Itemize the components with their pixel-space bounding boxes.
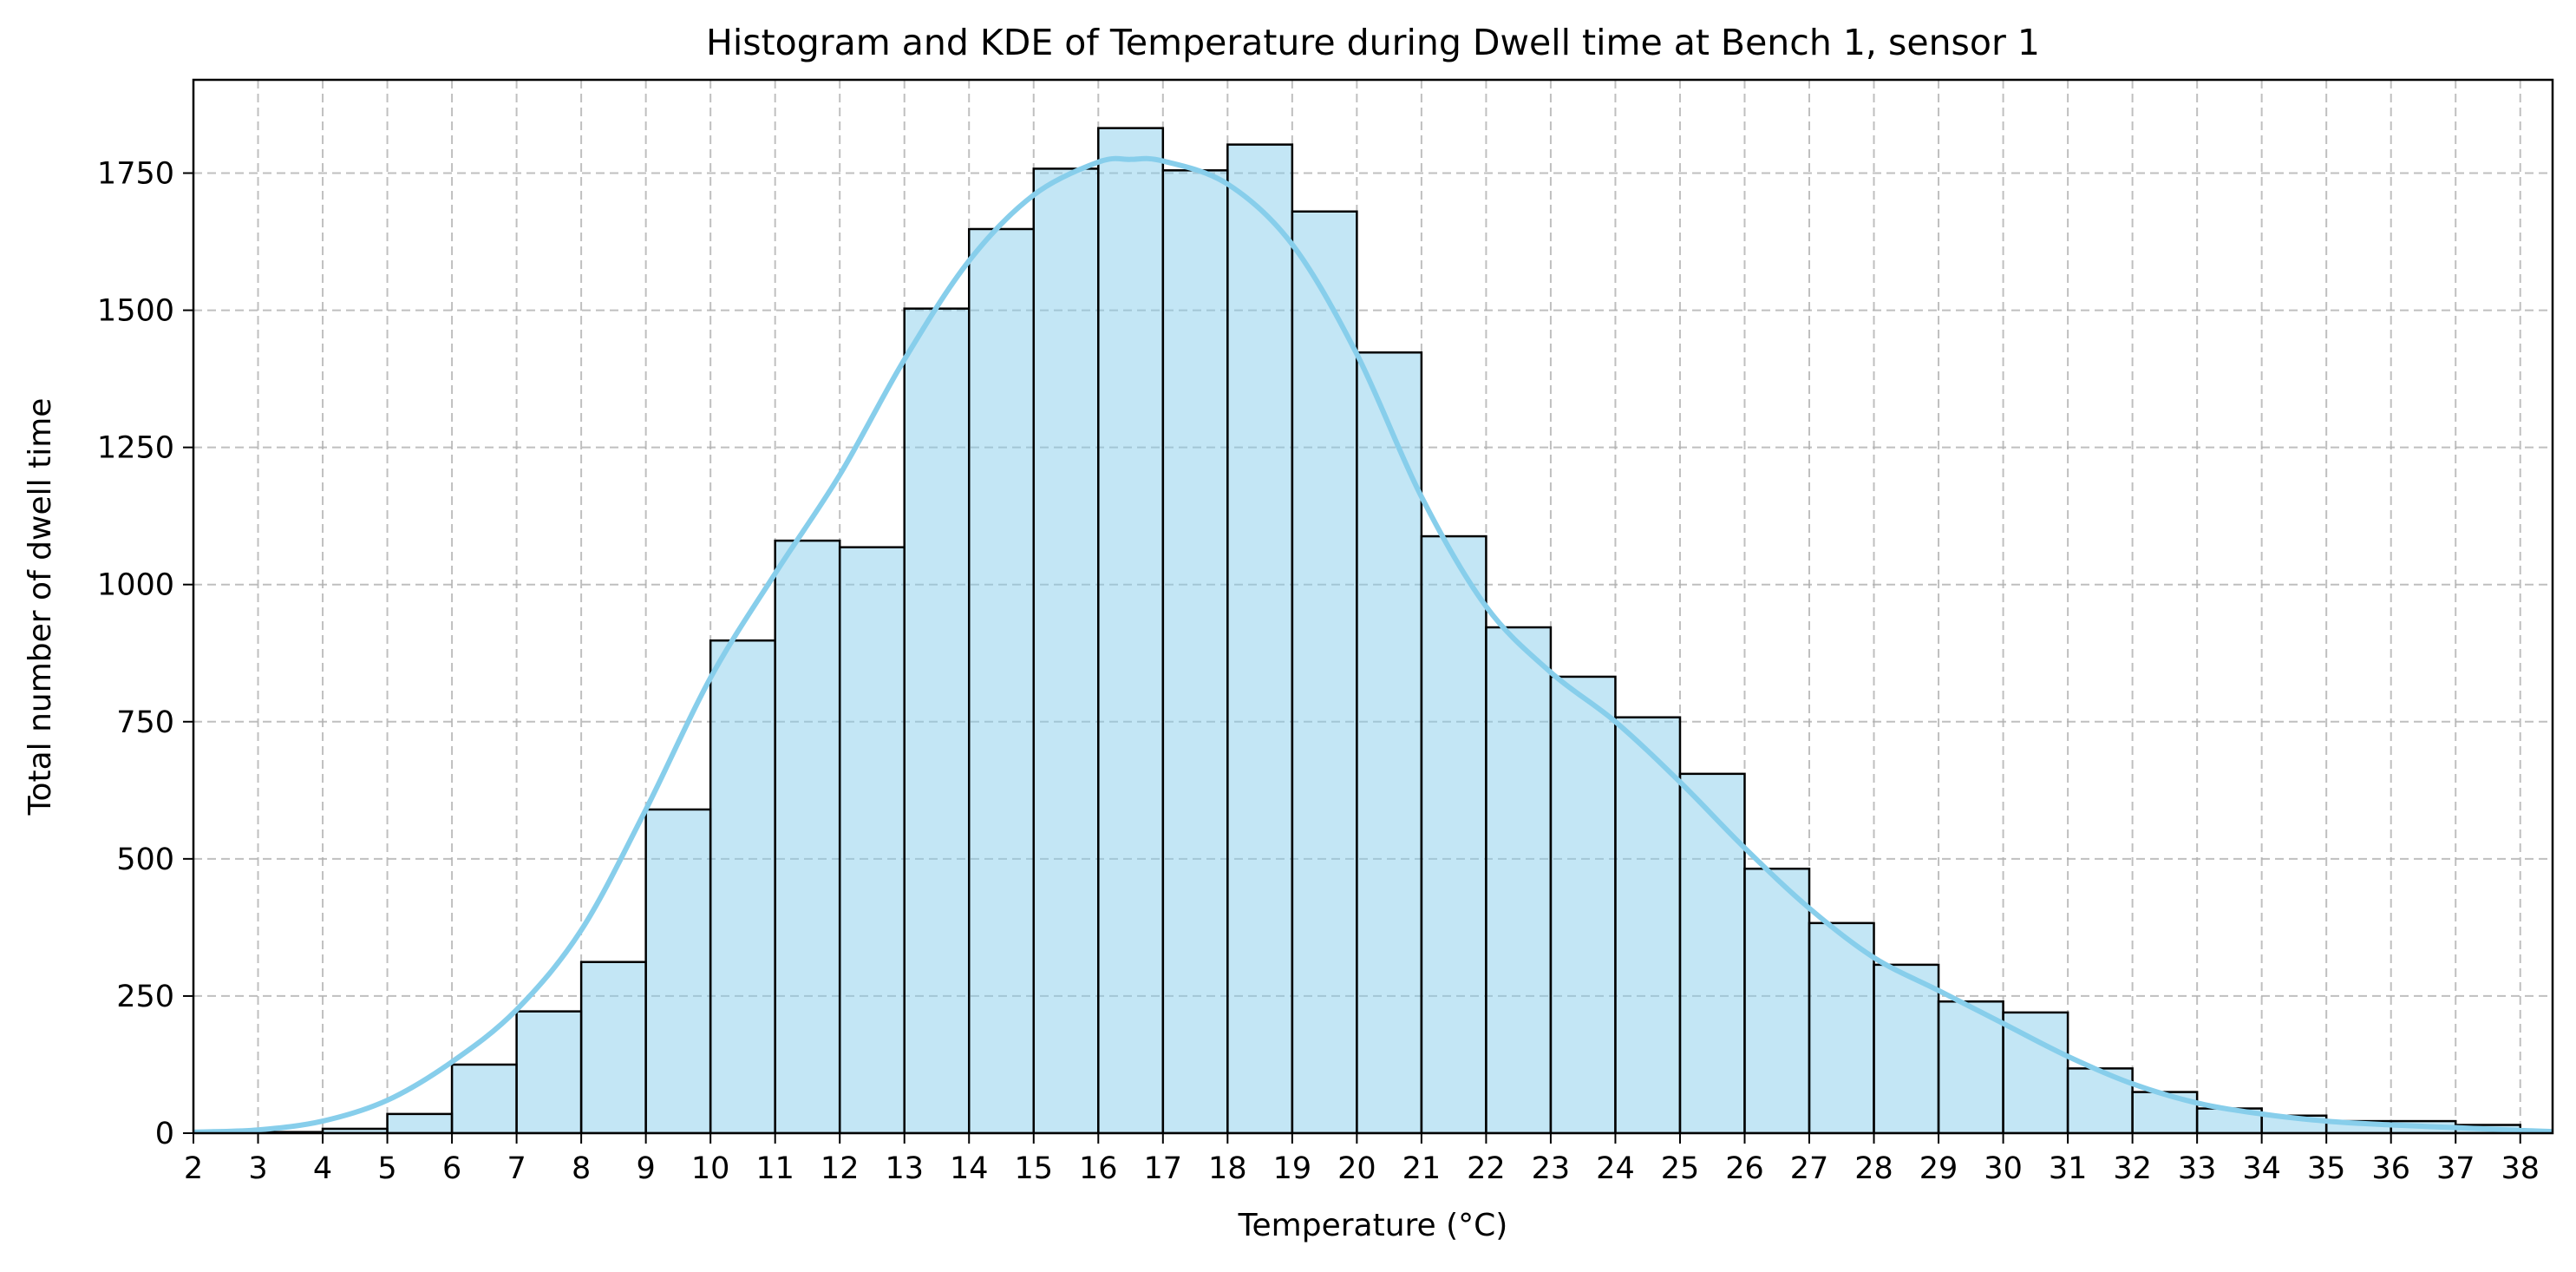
histogram-bar bbox=[386, 1112, 454, 1133]
x-tick-label: 29 bbox=[1919, 1151, 1958, 1186]
histogram-bar bbox=[2002, 1011, 2069, 1133]
histogram-bar bbox=[450, 1063, 518, 1133]
plot-frame bbox=[192, 78, 2554, 1135]
x-tick-label: 23 bbox=[1532, 1151, 1571, 1186]
x-tick-label: 11 bbox=[755, 1151, 794, 1186]
y-tick-label: 750 bbox=[116, 705, 174, 740]
x-tick-label: 21 bbox=[1402, 1151, 1442, 1186]
x-tick-label: 4 bbox=[313, 1151, 332, 1186]
x-tick-label: 20 bbox=[1337, 1151, 1376, 1186]
histogram-bar bbox=[1614, 716, 1682, 1133]
x-tick-label: 19 bbox=[1273, 1151, 1312, 1186]
x-tick-label: 17 bbox=[1144, 1151, 1183, 1186]
x-tick-label: 28 bbox=[1854, 1151, 1893, 1186]
y-tick-label: 1000 bbox=[97, 568, 174, 603]
x-tick-label: 31 bbox=[2049, 1151, 2088, 1186]
histogram-bar bbox=[1678, 772, 1746, 1133]
chart-title: Histogram and KDE of Temperature during … bbox=[706, 22, 2040, 63]
x-tick-label: 34 bbox=[2242, 1151, 2281, 1186]
y-tick-label: 1500 bbox=[97, 294, 174, 329]
histogram-bar bbox=[579, 961, 647, 1133]
histogram-bar bbox=[903, 307, 971, 1133]
x-axis-ticks: 2 3 4 5 6 7 8 9 10 11 12 13 14 15 16 17 18 19 20 21 22 23 24 25… bbox=[184, 1133, 2540, 1186]
x-tick-label: 18 bbox=[1208, 1151, 1247, 1186]
x-tick-label: 9 bbox=[637, 1151, 656, 1186]
kde-curve-group bbox=[193, 155, 2553, 1133]
x-tick-label: 12 bbox=[821, 1151, 860, 1186]
histogram-bar bbox=[644, 808, 712, 1133]
x-tick-label: 32 bbox=[2113, 1151, 2152, 1186]
histogram-bar bbox=[838, 546, 906, 1133]
histogram-bar bbox=[1420, 534, 1487, 1133]
x-tick-label: 14 bbox=[950, 1151, 989, 1186]
x-tick-label: 22 bbox=[1467, 1151, 1506, 1186]
histogram-bar bbox=[1032, 167, 1100, 1133]
y-axis-label: Total number of dwell time bbox=[23, 398, 58, 816]
histogram-bar bbox=[1873, 963, 1940, 1133]
x-tick-label: 24 bbox=[1596, 1151, 1635, 1186]
kde-curve bbox=[193, 155, 2553, 1133]
x-tick-label: 33 bbox=[2178, 1151, 2217, 1186]
histogram-bar bbox=[1226, 143, 1294, 1133]
x-tick-label: 7 bbox=[507, 1151, 526, 1186]
y-axis-ticks: 0 250 500 750 1000 1250 1500 1750 bbox=[97, 156, 193, 1151]
histogram-bar bbox=[1291, 210, 1358, 1133]
x-tick-label: 35 bbox=[2307, 1151, 2346, 1186]
x-tick-label: 38 bbox=[2501, 1151, 2540, 1186]
x-tick-label: 3 bbox=[248, 1151, 267, 1186]
histogram-bar bbox=[1743, 867, 1811, 1133]
y-tick-label: 0 bbox=[155, 1117, 174, 1151]
x-tick-label: 26 bbox=[1725, 1151, 1764, 1186]
x-tick-label: 16 bbox=[1079, 1151, 1118, 1186]
y-tick-label: 1750 bbox=[97, 156, 174, 191]
histogram-bar bbox=[1097, 127, 1165, 1133]
x-tick-label: 15 bbox=[1014, 1151, 1053, 1186]
histogram-bar bbox=[1356, 351, 1423, 1133]
x-tick-label: 30 bbox=[1984, 1151, 2023, 1186]
histogram-bar bbox=[1485, 626, 1553, 1133]
y-tick-label: 500 bbox=[116, 843, 174, 877]
histogram-bar bbox=[515, 1010, 583, 1133]
histogram-bar bbox=[2066, 1067, 2134, 1133]
histogram-bar bbox=[774, 539, 841, 1133]
histogram-bar bbox=[967, 227, 1036, 1133]
x-tick-label: 36 bbox=[2371, 1151, 2410, 1186]
histogram-bar bbox=[1808, 921, 1875, 1133]
x-tick-label: 13 bbox=[885, 1151, 924, 1186]
x-tick-label: 5 bbox=[377, 1151, 396, 1186]
x-tick-label: 6 bbox=[442, 1151, 461, 1186]
y-tick-label: 1250 bbox=[97, 431, 174, 466]
x-axis-label: Temperature (°C) bbox=[1238, 1208, 1508, 1243]
histogram-bar bbox=[1549, 675, 1617, 1133]
x-tick-label: 8 bbox=[572, 1151, 591, 1186]
x-tick-label: 37 bbox=[2436, 1151, 2475, 1186]
x-tick-label: 10 bbox=[691, 1151, 730, 1186]
histogram-bar bbox=[709, 639, 776, 1133]
x-tick-label: 25 bbox=[1661, 1151, 1700, 1186]
y-tick-label: 250 bbox=[116, 980, 174, 1014]
x-tick-label: 2 bbox=[184, 1151, 203, 1186]
histogram-bar bbox=[1161, 169, 1229, 1133]
x-tick-label: 27 bbox=[1790, 1151, 1829, 1186]
